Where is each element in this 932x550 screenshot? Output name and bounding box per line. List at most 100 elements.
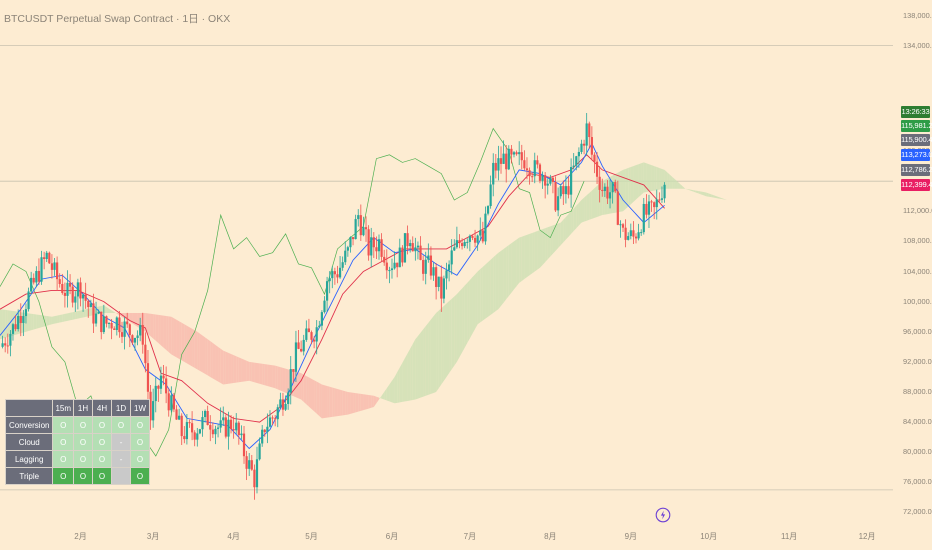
cloud-segment (371, 395, 374, 408)
lightning-icon[interactable] (655, 507, 671, 523)
y-tick-label: 84,000.0 (903, 417, 932, 427)
cloud-segment (57, 315, 60, 324)
cloud-segment (171, 316, 174, 356)
cloud-segment (511, 241, 514, 293)
candle-body (453, 247, 456, 251)
candle-body (562, 186, 565, 195)
cloud-segment (46, 315, 50, 326)
cloud-segment (28, 313, 32, 332)
cloud-segment (459, 288, 463, 358)
candle-body (180, 415, 183, 437)
cloud-segment (643, 162, 647, 193)
candle-body (572, 165, 575, 168)
cloud-segment (31, 313, 34, 331)
candle-body (632, 230, 635, 237)
candle-body (473, 237, 477, 243)
candle-body (323, 300, 326, 313)
cloud-segment (368, 395, 372, 409)
candle-body (419, 245, 422, 261)
candle-body (300, 348, 303, 352)
candle-body (422, 260, 425, 274)
cloud-segment (503, 247, 507, 303)
cloud-segment (443, 303, 447, 381)
y-tick-label: 112,000.0 (903, 206, 932, 216)
cloud-segment (51, 316, 55, 325)
cloud-segment (259, 363, 263, 385)
cloud-segment (485, 262, 489, 319)
candle-body (549, 177, 552, 184)
signal-table: 15m 1H 4H 1D 1W Conversion O O O O O Cloud O O O - O Lag… (4, 399, 151, 485)
candle-body (492, 162, 495, 185)
cloud-segment (664, 169, 668, 189)
table-cell: - (111, 433, 132, 451)
table-cell: O (73, 450, 94, 468)
cloud-segment (233, 355, 237, 383)
cloud-segment (366, 394, 369, 410)
candle-body (440, 276, 443, 299)
candle-body (97, 311, 100, 314)
candle-body (403, 233, 407, 263)
candle-body (61, 284, 64, 293)
cloud-segment (308, 377, 312, 409)
table-cell: O (52, 416, 75, 434)
cloud-segment (0, 309, 3, 340)
candle-body (357, 215, 360, 220)
candle-body (289, 369, 292, 393)
candle-body (110, 323, 113, 329)
cloud-segment (314, 380, 317, 414)
cloud-segment (412, 339, 416, 400)
cloud-segment (25, 312, 29, 332)
candle-body (37, 270, 41, 282)
cloud-segment (623, 168, 626, 212)
cloud-segment (340, 389, 343, 416)
candle-body (123, 321, 126, 337)
candle-body (502, 153, 505, 164)
cloud-segment (132, 312, 135, 326)
cloud-segment (571, 208, 574, 234)
candle-body (616, 191, 619, 225)
candle-body (6, 345, 9, 347)
cloud-segment (669, 174, 673, 189)
y-tick-label: 96,000.0 (903, 326, 932, 336)
table-cell: O (52, 450, 75, 468)
candle-body (30, 277, 33, 292)
x-tick-label: 12月 (858, 532, 876, 541)
candle-body (336, 274, 339, 278)
candle-body (253, 469, 256, 488)
candle-body (178, 415, 181, 420)
candle-body (133, 337, 137, 343)
cloud-segment (246, 360, 250, 382)
candle-body (416, 245, 420, 248)
table-cell: O (92, 433, 113, 451)
cloud-segment (80, 309, 84, 319)
cloud-segment (498, 250, 502, 310)
candle-body (476, 235, 479, 243)
x-tick-label: 2月 (74, 532, 87, 541)
candle-body (377, 239, 381, 252)
candle-body (647, 201, 651, 215)
candle-body (634, 236, 638, 239)
cloud-segment (693, 190, 696, 193)
cloud-segment (85, 308, 89, 317)
cloud-segment (495, 252, 499, 312)
cloud-segment (324, 385, 328, 418)
cloud-segment (373, 395, 377, 408)
candle-body (211, 429, 214, 435)
cloud-segment (620, 169, 624, 212)
cloud-segment (521, 235, 525, 281)
cloud-segment (342, 390, 346, 416)
cloud-segment (550, 225, 553, 257)
table-row-label: Conversion (4, 416, 54, 434)
table-corner (4, 399, 54, 417)
candle-body (229, 419, 233, 430)
candle-body (297, 342, 300, 349)
candle-body (74, 296, 77, 303)
candle-body (24, 309, 28, 317)
candle-body (458, 240, 461, 244)
candle-body (144, 344, 147, 364)
candle-body (139, 324, 142, 336)
candle-body (580, 143, 583, 152)
cloud-segment (163, 315, 167, 350)
candle-body (614, 182, 617, 192)
